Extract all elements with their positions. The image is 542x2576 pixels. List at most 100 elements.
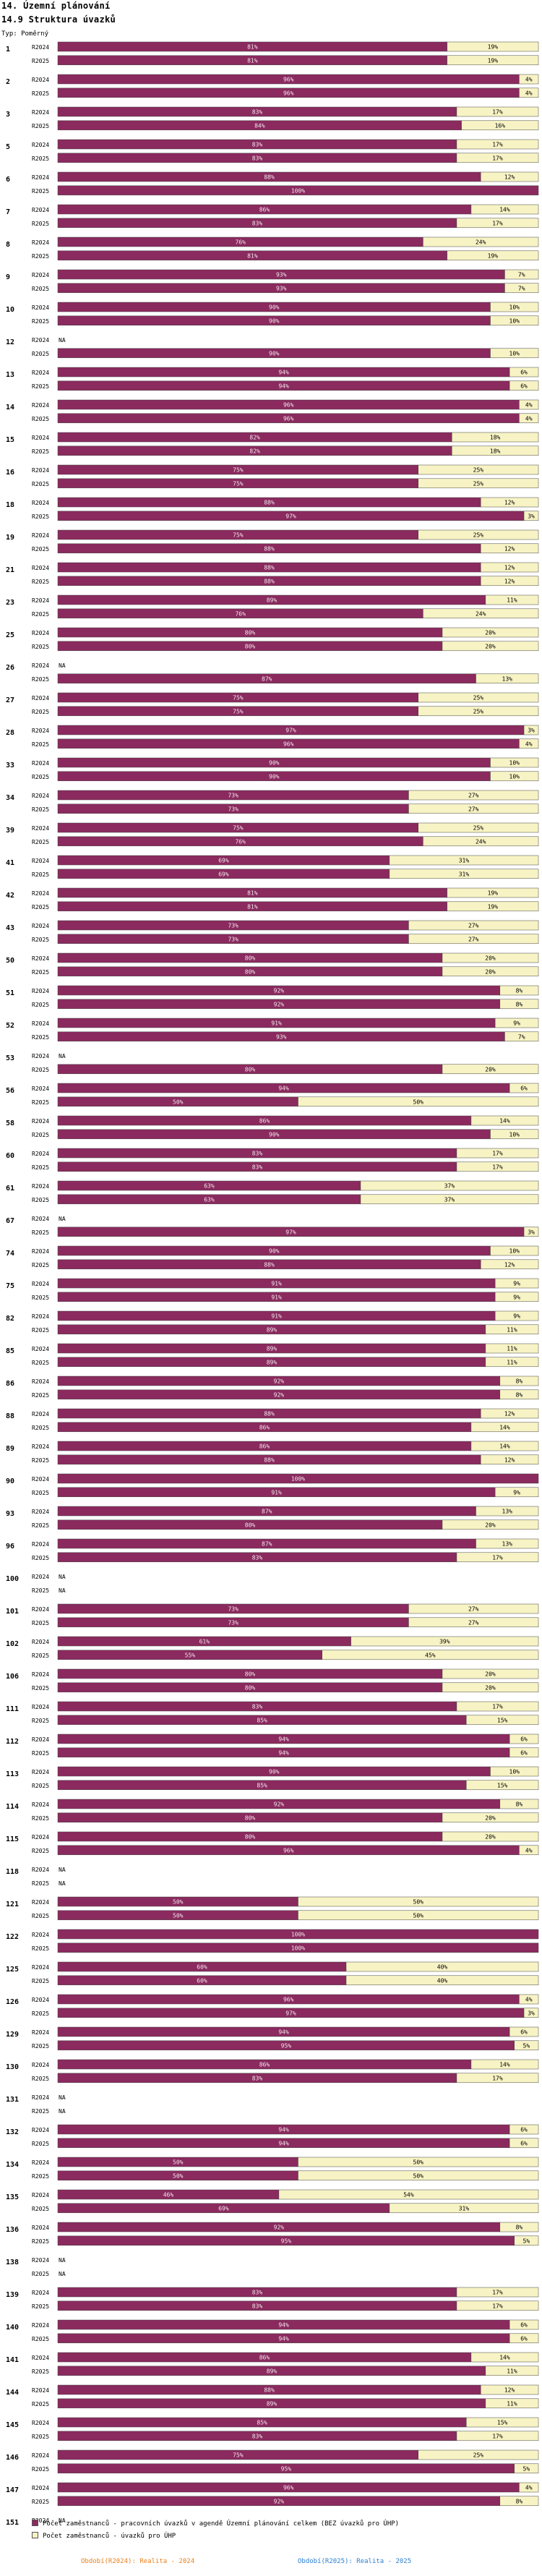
- bar-8-r2024-series2: [423, 236, 539, 247]
- bar-value-102-r2024-series2: 39%: [439, 1639, 450, 1645]
- bar-value-88-r2024-series2: 12%: [504, 1411, 515, 1417]
- row-label-23-r2025: R2025: [32, 611, 49, 618]
- bar-113-r2025-series2: [466, 1780, 539, 1791]
- group-label-125: 125: [6, 1966, 19, 1974]
- row-label-18-r2025: R2025: [32, 513, 49, 520]
- bar-value-106-r2024-series2: 20%: [485, 1671, 496, 1678]
- row-label-41-r2024: R2024: [32, 858, 49, 864]
- bar-134-r2024-series2: [298, 2157, 539, 2167]
- bar-value-28-r2025-series1: 96%: [283, 741, 294, 747]
- row-label-6-r2024: R2024: [32, 174, 49, 181]
- bar-value-74-r2024-series2: 10%: [509, 1248, 520, 1255]
- row-label-12-r2025: R2025: [32, 351, 49, 357]
- bar-value-126-r2025-series2: 3%: [528, 2010, 535, 2016]
- bar-value-129-r2024-series1: 94%: [278, 2029, 289, 2036]
- row-label-136-r2024: R2024: [32, 2225, 49, 2231]
- bar-18-r2025-series2: [523, 511, 539, 521]
- group-label-42: 42: [6, 892, 14, 900]
- bar-130-r2024-series2: [470, 2059, 539, 2070]
- bar-value-56-r2025-series2: 50%: [413, 1099, 424, 1105]
- bar-21-r2024-series2: [480, 562, 539, 573]
- bar-value-146-r2024-series1: 75%: [233, 2452, 244, 2459]
- row-label-106-r2024: R2024: [32, 1671, 49, 1678]
- bar-value-19-r2024-series2: 25%: [473, 532, 484, 539]
- bar-value-27-r2025-series2: 25%: [473, 708, 484, 715]
- row-label-131-r2024: R2024: [32, 2094, 49, 2101]
- bar-34-r2025-series2: [408, 803, 539, 814]
- bar-value-1-r2025-series1: 81%: [247, 57, 258, 64]
- row-label-75-r2024: R2024: [32, 1281, 49, 1287]
- bar-value-126-r2024-series2: 4%: [525, 1997, 533, 2003]
- bar-value-130-r2024-series1: 86%: [259, 2062, 270, 2068]
- group-label-147: 147: [6, 2486, 19, 2494]
- bar-value-134-r2025-series1: 50%: [173, 2172, 184, 2179]
- group-label-61: 61: [6, 1185, 14, 1193]
- bar-13-r2025-series2: [509, 380, 539, 391]
- row-label-27-r2024: R2024: [32, 695, 49, 701]
- row-label-102-r2024: R2024: [32, 1639, 49, 1645]
- bar-52-r2025-series2: [504, 1031, 539, 1042]
- bar-value-146-r2025-series2: 5%: [523, 2465, 530, 2472]
- bar-value-121-r2025-series1: 50%: [173, 1912, 184, 1919]
- row-label-86-r2025: R2025: [32, 1392, 49, 1399]
- row-label-113-r2025: R2025: [32, 1783, 49, 1789]
- bar-value-51-r2024-series1: 92%: [274, 988, 285, 994]
- bar-value-9-r2024-series1: 93%: [276, 272, 287, 278]
- row-label-3-r2024: R2024: [32, 109, 49, 116]
- bar-value-52-r2025-series1: 93%: [276, 1033, 287, 1040]
- row-label-147-r2024: R2024: [32, 2485, 49, 2491]
- bar-value-85-r2024-series1: 89%: [267, 1346, 278, 1352]
- bar-value-147-r2024-series2: 4%: [525, 2485, 533, 2491]
- bar-126-r2024-series2: [519, 1994, 539, 2005]
- bar-16-r2024-series2: [418, 464, 539, 475]
- bar-136-r2024-series2: [499, 2222, 539, 2232]
- bar-value-61-r2024-series2: 37%: [444, 1183, 455, 1190]
- row-label-9-r2025: R2025: [32, 286, 49, 292]
- bar-140-r2024-series2: [509, 2319, 539, 2330]
- row-label-101-r2025: R2025: [32, 1620, 49, 1626]
- bar-value-114-r2024-series2: 8%: [516, 1801, 523, 1808]
- bar-value-51-r2025-series2: 8%: [516, 1001, 523, 1007]
- bar-value-141-r2024-series1: 86%: [259, 2355, 270, 2361]
- bar-114-r2024-series2: [499, 1799, 539, 1809]
- group-label-75: 75: [6, 1282, 14, 1290]
- bar-144-r2024-series2: [480, 2384, 539, 2395]
- bar-value-75-r2024-series2: 9%: [513, 1281, 520, 1287]
- row-label-61-r2024: R2024: [32, 1183, 49, 1190]
- group-label-121: 121: [6, 1901, 19, 1908]
- bar-value-114-r2024-series1: 92%: [274, 1801, 285, 1808]
- bar-value-25-r2024-series1: 80%: [245, 630, 256, 636]
- bar-value-5-r2025-series1: 83%: [252, 155, 263, 161]
- bar-value-27-r2025-series1: 75%: [233, 708, 244, 715]
- row-label-2-r2025: R2025: [32, 90, 49, 97]
- bar-value-60-r2025-series2: 17%: [492, 1164, 503, 1170]
- row-label-85-r2025: R2025: [32, 1360, 49, 1366]
- group-label-12: 12: [6, 338, 14, 346]
- bar-value-89-r2024-series2: 14%: [499, 1443, 510, 1450]
- bar-93-r2025-series2: [442, 1519, 539, 1530]
- bar-value-85-r2025-series2: 11%: [507, 1359, 517, 1365]
- row-label-2-r2024: R2024: [32, 77, 49, 83]
- bar-value-75-r2024-series1: 91%: [271, 1281, 282, 1287]
- row-label-56-r2024: R2024: [32, 1086, 49, 1092]
- bar-value-112-r2024-series1: 94%: [278, 1736, 289, 1743]
- row-label-82-r2024: R2024: [32, 1313, 49, 1320]
- row-label-51-r2025: R2025: [32, 1002, 49, 1008]
- bar-value-34-r2025-series2: 27%: [468, 806, 479, 812]
- bar-value-8-r2025-series2: 19%: [488, 252, 499, 259]
- bar-139-r2024-series2: [456, 2287, 539, 2298]
- footer-period-2025: Období(R2025): Realita - 2025: [298, 2558, 412, 2565]
- bar-75-r2025-series2: [494, 1292, 539, 1302]
- bar-value-139-r2025-series1: 83%: [252, 2303, 263, 2309]
- bar-value-10-r2024-series2: 10%: [509, 304, 520, 311]
- bar-33-r2025-series2: [490, 771, 539, 782]
- bar-value-90-r2025-series1: 91%: [271, 1489, 282, 1496]
- bar-value-41-r2024-series1: 69%: [218, 858, 229, 864]
- bar-value-13-r2024-series2: 6%: [520, 370, 528, 376]
- group-label-131: 131: [6, 2096, 19, 2104]
- row-label-146-r2024: R2024: [32, 2452, 49, 2459]
- bar-value-56-r2024-series1: 94%: [278, 1086, 289, 1092]
- bar-56-r2025-series2: [298, 1096, 539, 1107]
- row-label-75-r2025: R2025: [32, 1295, 49, 1301]
- bar-value-112-r2024-series2: 6%: [520, 1736, 528, 1743]
